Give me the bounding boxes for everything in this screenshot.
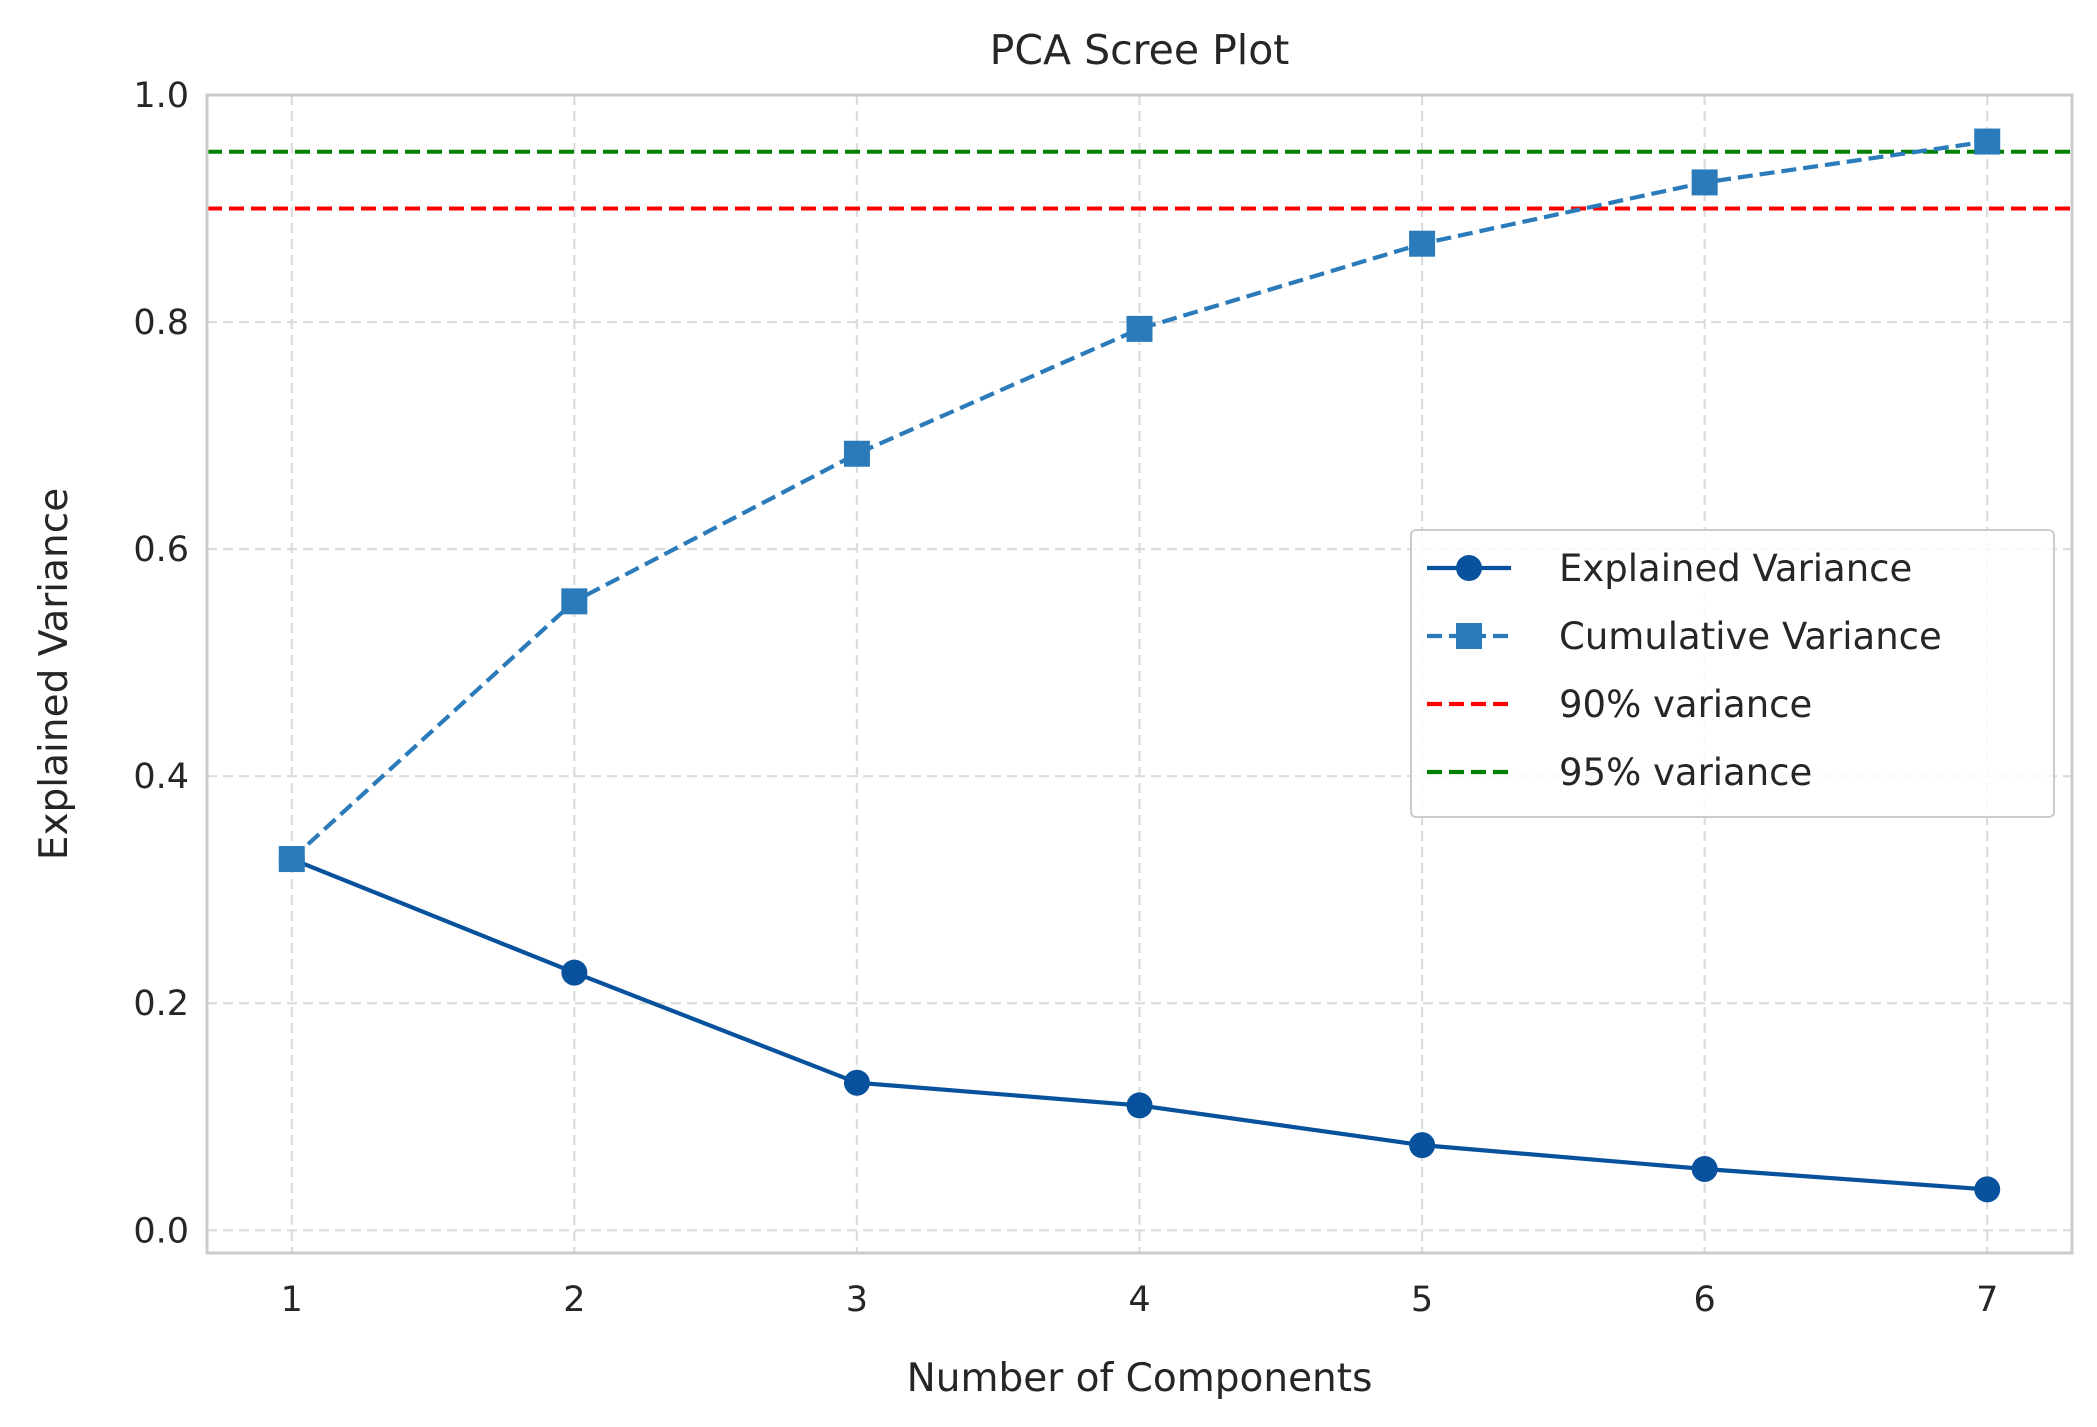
x-axis-title: Number of Components [907, 1356, 1373, 1401]
data-point-explained [1691, 1155, 1718, 1182]
y-tick-label: 0.2 [133, 984, 189, 1024]
x-tick-label: 4 [1128, 1280, 1150, 1320]
data-point-explained [1409, 1132, 1436, 1159]
x-tick-label: 5 [1411, 1280, 1433, 1320]
data-point-cumulative [561, 588, 588, 615]
reference-lines [207, 149, 2072, 211]
x-tick-labels: 1 2 3 4 5 6 7 [281, 1280, 1999, 1320]
data-point-cumulative [1409, 230, 1436, 257]
chart-title: PCA Scree Plot [990, 26, 1290, 74]
data-point-cumulative [1691, 169, 1718, 196]
y-axis-title: Explained Variance [32, 488, 77, 860]
data-point-explained [843, 1069, 870, 1096]
legend-label: Explained Variance [1559, 547, 1912, 590]
legend: Explained Variance Cumulative Variance 90%… [1410, 529, 2055, 818]
legend-label: 90% variance [1559, 683, 1812, 726]
x-tick-label: 2 [563, 1280, 585, 1320]
legend-item: 95% variance [1427, 751, 1812, 794]
data-point-cumulative [278, 846, 305, 873]
y-tick-label: 0.4 [133, 757, 189, 797]
x-tick-label: 6 [1694, 1280, 1716, 1320]
data-point-explained [1126, 1092, 1153, 1119]
y-tick-label: 0.0 [133, 1211, 189, 1251]
y-tick-labels: 0.0 0.2 0.4 0.6 0.8 1.0 [133, 76, 189, 1251]
y-tick-label: 0.8 [133, 303, 189, 343]
series-markers [278, 128, 2001, 1203]
legend-label: 95% variance [1559, 751, 1812, 794]
x-tick-label: 7 [1976, 1280, 1998, 1320]
y-tick-label: 0.6 [133, 530, 189, 570]
legend-item: 90% variance [1427, 683, 1812, 726]
y-tick-label: 1.0 [133, 76, 189, 116]
plot-frame [205, 93, 2074, 1255]
legend-marker-circle [1456, 555, 1482, 581]
data-point-explained [1974, 1176, 2001, 1203]
legend-marker-square [1456, 623, 1482, 649]
legend-box [1410, 529, 2055, 818]
data-point-cumulative [1974, 128, 2001, 155]
data-point-explained [561, 959, 588, 986]
x-tick-label: 1 [281, 1280, 303, 1320]
data-point-cumulative [843, 440, 870, 467]
legend-item: Explained Variance [1427, 547, 1912, 590]
data-point-cumulative [1126, 315, 1153, 342]
legend-label: Cumulative Variance [1559, 615, 1942, 658]
legend-item: Cumulative Variance [1427, 615, 1942, 658]
x-tick-label: 3 [846, 1280, 868, 1320]
